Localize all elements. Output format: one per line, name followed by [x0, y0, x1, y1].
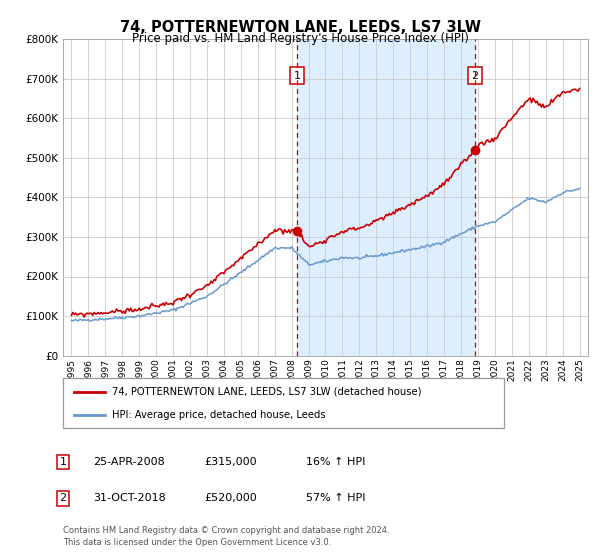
- Text: £315,000: £315,000: [204, 457, 257, 467]
- Text: Contains HM Land Registry data © Crown copyright and database right 2024.: Contains HM Land Registry data © Crown c…: [63, 526, 389, 535]
- Text: HPI: Average price, detached house, Leeds: HPI: Average price, detached house, Leed…: [112, 410, 325, 420]
- Text: This data is licensed under the Open Government Licence v3.0.: This data is licensed under the Open Gov…: [63, 538, 331, 547]
- Text: 25-APR-2008: 25-APR-2008: [93, 457, 165, 467]
- Text: 1: 1: [293, 71, 301, 81]
- Text: 31-OCT-2018: 31-OCT-2018: [93, 493, 166, 503]
- Text: Price paid vs. HM Land Registry's House Price Index (HPI): Price paid vs. HM Land Registry's House …: [131, 32, 469, 45]
- Text: 57% ↑ HPI: 57% ↑ HPI: [306, 493, 365, 503]
- Text: 74, POTTERNEWTON LANE, LEEDS, LS7 3LW: 74, POTTERNEWTON LANE, LEEDS, LS7 3LW: [119, 20, 481, 35]
- Text: 74, POTTERNEWTON LANE, LEEDS, LS7 3LW (detached house): 74, POTTERNEWTON LANE, LEEDS, LS7 3LW (d…: [112, 386, 421, 396]
- Text: £520,000: £520,000: [204, 493, 257, 503]
- Text: 2: 2: [472, 71, 479, 81]
- Bar: [297, 39, 475, 356]
- Text: 16% ↑ HPI: 16% ↑ HPI: [306, 457, 365, 467]
- Text: 2: 2: [59, 493, 67, 503]
- Text: 1: 1: [59, 457, 67, 467]
